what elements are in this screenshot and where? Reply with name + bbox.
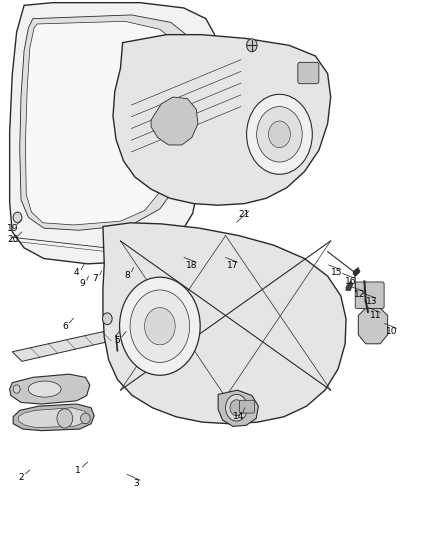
Text: 5: 5 [114, 336, 120, 344]
Polygon shape [346, 281, 353, 290]
Polygon shape [358, 308, 388, 344]
Text: 19: 19 [7, 224, 18, 232]
Text: 4: 4 [74, 269, 79, 277]
Polygon shape [103, 223, 346, 424]
Text: 11: 11 [370, 311, 381, 320]
Polygon shape [13, 404, 94, 431]
Circle shape [226, 394, 247, 421]
Polygon shape [10, 3, 215, 264]
Circle shape [268, 121, 290, 148]
Text: 18: 18 [186, 261, 198, 270]
FancyBboxPatch shape [298, 62, 319, 84]
Text: 21: 21 [239, 210, 250, 219]
Circle shape [230, 400, 243, 416]
Text: 9: 9 [79, 279, 85, 288]
Polygon shape [151, 97, 198, 145]
Text: 14: 14 [233, 413, 244, 421]
FancyBboxPatch shape [240, 400, 254, 413]
Circle shape [130, 290, 190, 362]
Polygon shape [20, 15, 199, 230]
Text: 13: 13 [366, 297, 377, 305]
Text: 7: 7 [92, 274, 99, 282]
FancyBboxPatch shape [355, 282, 384, 309]
Circle shape [13, 212, 22, 223]
Text: 20: 20 [7, 235, 19, 244]
Text: 6: 6 [62, 322, 68, 330]
Text: 15: 15 [331, 269, 342, 277]
Circle shape [247, 39, 257, 52]
Text: 10: 10 [386, 327, 398, 336]
Circle shape [57, 409, 73, 428]
Circle shape [120, 277, 200, 375]
Polygon shape [10, 374, 90, 404]
Text: 8: 8 [124, 271, 130, 279]
Text: 12: 12 [353, 290, 365, 298]
Circle shape [102, 313, 112, 325]
Polygon shape [218, 390, 258, 426]
Text: 16: 16 [345, 277, 356, 286]
Circle shape [257, 107, 302, 162]
Polygon shape [353, 268, 360, 276]
Text: 2: 2 [18, 473, 24, 481]
Ellipse shape [28, 381, 61, 397]
Polygon shape [12, 328, 129, 361]
Text: 3: 3 [133, 479, 139, 488]
Polygon shape [113, 35, 331, 205]
Text: 1: 1 [75, 466, 81, 474]
Polygon shape [25, 21, 188, 225]
Circle shape [13, 385, 20, 393]
Text: 17: 17 [227, 261, 239, 270]
Ellipse shape [81, 413, 90, 424]
Polygon shape [18, 408, 88, 427]
Circle shape [247, 94, 312, 174]
Circle shape [145, 308, 175, 345]
